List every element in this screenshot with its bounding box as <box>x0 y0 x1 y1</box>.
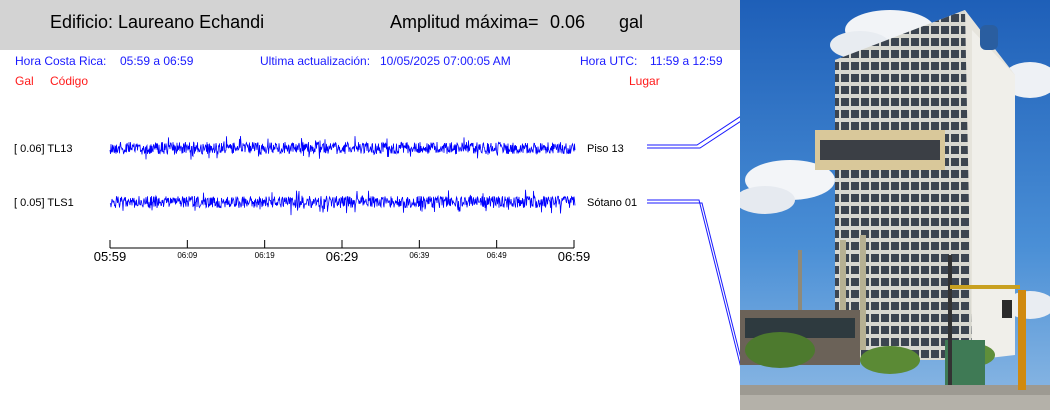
time-axis-label: 06:09 <box>177 251 198 260</box>
leader-line-sotano01 <box>647 200 740 380</box>
building-photo <box>740 0 1050 410</box>
leader-line-sotano01 <box>647 203 740 383</box>
time-axis-label: 06:19 <box>255 251 276 260</box>
time-axis-label: 06:39 <box>409 251 430 260</box>
time-axis-label: 06:49 <box>487 251 508 260</box>
seismogram-plot: 05:59 06:09 06:19 06:29 06:39 06:49 06:59 <box>0 0 740 410</box>
seismogram-trace-stano-01 <box>110 190 575 215</box>
seismogram-trace-piso-13 <box>110 136 575 160</box>
time-axis: 05:59 06:09 06:19 06:29 06:39 06:49 06:59 <box>94 240 591 264</box>
leader-line-piso13 <box>647 99 740 145</box>
time-axis-label: 05:59 <box>94 249 127 264</box>
leader-line-piso13 <box>647 102 740 148</box>
time-axis-label: 06:59 <box>558 249 591 264</box>
time-axis-label: 06:29 <box>326 249 359 264</box>
